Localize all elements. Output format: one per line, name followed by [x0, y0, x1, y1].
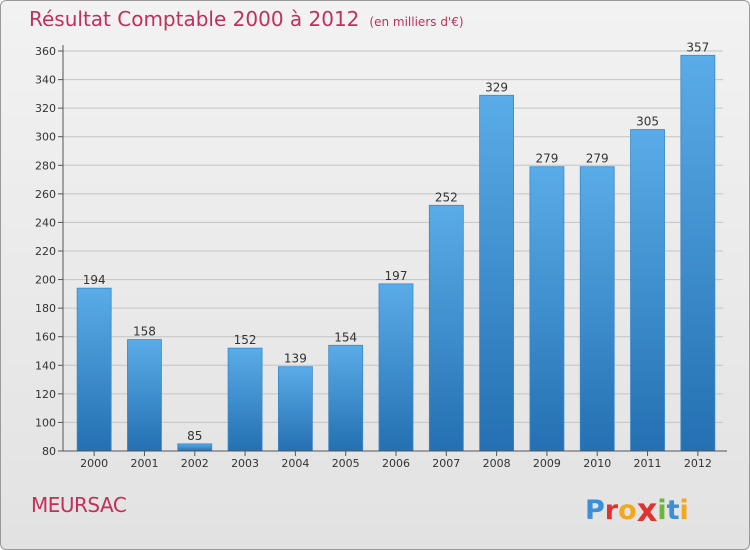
axes: 80 100 120 140 160 180 200 220 240 260 280 300 320 34… — [35, 45, 727, 470]
value-label-2011: 305 — [636, 115, 659, 129]
value-label-2012: 357 — [686, 40, 709, 54]
bar-2011 — [630, 129, 665, 452]
logo-letter: i — [679, 495, 689, 526]
y-tick-label: 280 — [35, 159, 56, 172]
bar-2012 — [680, 54, 716, 452]
bar-2009 — [529, 166, 565, 452]
x-tick-label-2004: 2004 — [281, 457, 309, 470]
bar-2005 — [328, 344, 364, 452]
x-tick-label-2009: 2009 — [533, 457, 561, 470]
value-label-2001: 158 — [133, 325, 156, 339]
logo-letter: i — [657, 495, 667, 526]
x-tick-label-2007: 2007 — [432, 457, 460, 470]
bars — [76, 54, 716, 452]
y-tick-label: 340 — [35, 74, 56, 87]
bar-2000 — [76, 287, 112, 452]
chart-title: Résultat Comptable 2000 à 2012 (en millie… — [29, 7, 464, 31]
logo-letter: r — [604, 495, 619, 526]
x-tick-label-2011: 2011 — [634, 457, 662, 470]
value-label-2008: 329 — [485, 80, 508, 94]
chart-title-text: Résultat Comptable 2000 à 2012 — [29, 7, 360, 31]
bar-2006 — [378, 283, 414, 452]
value-labels: 194 158 85 152 139 154 197 252 329 279 279 305 357 — [83, 40, 710, 443]
value-label-2006: 197 — [385, 269, 408, 283]
y-tick-label: 220 — [35, 245, 56, 258]
value-label-2007: 252 — [435, 190, 458, 204]
logo-letter: t — [666, 495, 680, 526]
value-label-2009: 279 — [535, 152, 558, 166]
bar-2001 — [127, 339, 162, 452]
y-tick-label: 200 — [35, 274, 56, 287]
y-tick-label: 160 — [35, 331, 56, 344]
value-label-2002: 85 — [187, 429, 202, 443]
value-label-2004: 139 — [284, 352, 307, 366]
x-tick-label-2012: 2012 — [684, 457, 712, 470]
x-tick-label-2006: 2006 — [382, 457, 410, 470]
y-tick-label: 120 — [35, 388, 56, 401]
y-tick-label: 260 — [35, 188, 56, 201]
bar-2004 — [277, 366, 313, 452]
logo-letter: x — [636, 491, 658, 529]
x-tick-label-2008: 2008 — [483, 457, 511, 470]
logo-letter: P — [585, 495, 605, 526]
value-label-2010: 279 — [586, 152, 609, 166]
proxiti-logo[interactable]: Proxiti — [585, 489, 689, 529]
x-tick-label-2010: 2010 — [583, 457, 611, 470]
value-label-2005: 154 — [334, 330, 357, 344]
y-tick-label: 100 — [35, 416, 56, 429]
chart-unit: (en milliers d'€) — [369, 15, 464, 29]
x-tick-label-2005: 2005 — [332, 457, 360, 470]
y-tick-label: 320 — [35, 102, 56, 115]
x-tick-label-2000: 2000 — [80, 457, 108, 470]
bar-2003 — [227, 347, 263, 452]
logo-letter: o — [618, 495, 637, 526]
x-tick-label-2001: 2001 — [130, 457, 158, 470]
y-tick-label: 360 — [35, 45, 56, 58]
y-tick-label: 80 — [42, 445, 56, 458]
bar-2002 — [177, 443, 213, 452]
y-tick-label: 300 — [35, 131, 56, 144]
bar-2007 — [428, 204, 464, 452]
x-tick-label-2003: 2003 — [231, 457, 259, 470]
commune-name: MEURSAC — [31, 493, 127, 517]
y-tick-label: 240 — [35, 216, 56, 229]
bar-2010 — [579, 166, 615, 452]
value-label-2000: 194 — [83, 273, 106, 287]
y-tick-label: 180 — [35, 302, 56, 315]
x-tick-label-2002: 2002 — [181, 457, 209, 470]
bar-2008 — [479, 94, 515, 452]
y-tick-label: 140 — [35, 359, 56, 372]
value-label-2003: 152 — [234, 333, 257, 347]
